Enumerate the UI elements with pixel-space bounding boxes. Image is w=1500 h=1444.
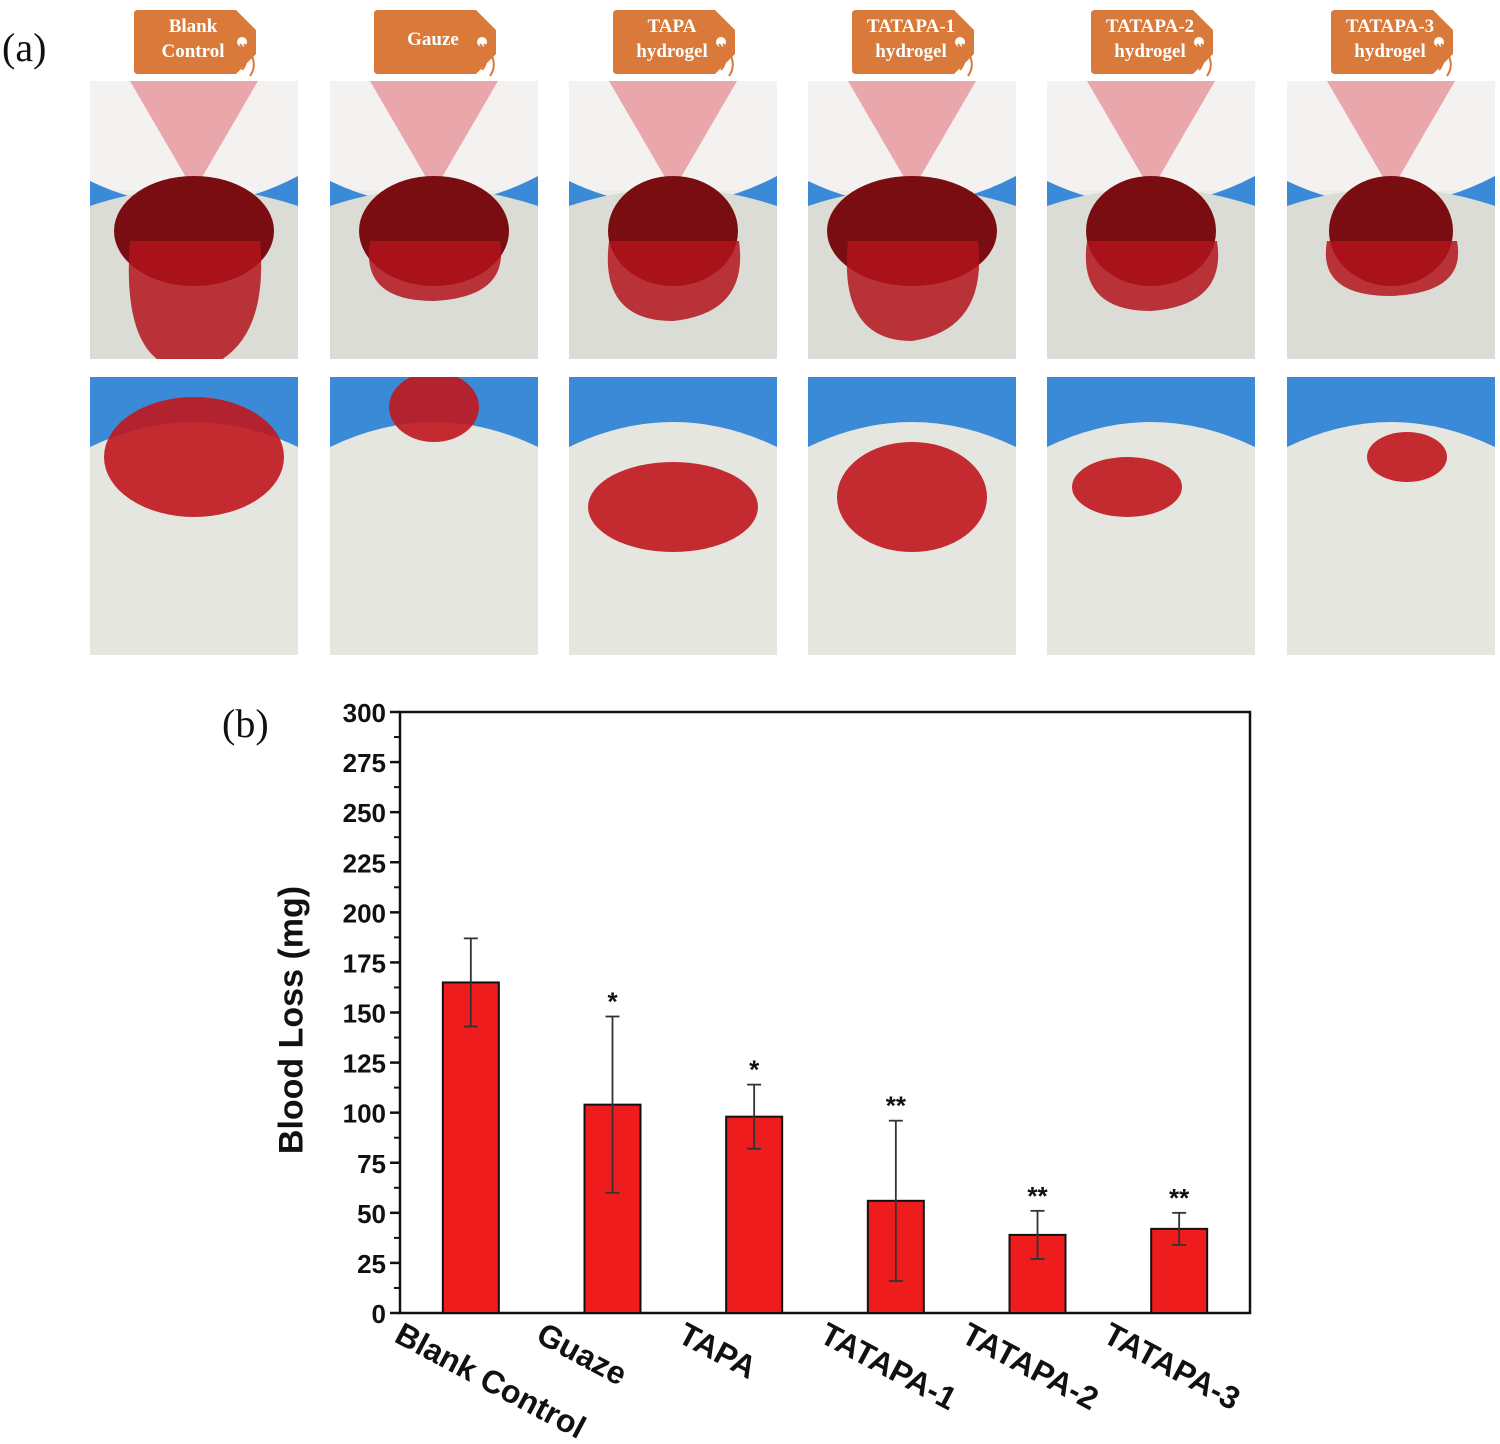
y-tick-label: 200 [343,898,386,928]
tag-line-1: Blank [168,16,218,37]
liver-photo [569,81,777,359]
x-tick-label: Guaze [531,1315,633,1392]
plot-frame [398,710,1252,1315]
y-tick-label: 100 [343,1099,386,1129]
y-tick-label: 225 [343,848,386,878]
tag-line-1: TATAPA-3 [1345,16,1435,37]
tag-shape [374,10,496,77]
panel-a-label: (a) [2,25,47,70]
y-tick-label: 125 [343,1049,386,1079]
group-tag: TATAPA-2 hydrogel [1089,8,1229,78]
y-tick-label: 175 [343,948,386,978]
x-tick-label: TATAPA-3 [1098,1315,1246,1417]
tag-line-2: hydrogel [636,41,708,62]
tag-line-2: hydrogel [1114,41,1186,62]
liver-photo [1287,81,1495,359]
tag-line-1: TATAPA-2 [1105,16,1195,37]
significance-marker: ** [1169,1183,1190,1213]
significance-marker: ** [1027,1181,1048,1211]
group-tag: Blank Control [132,8,272,78]
tag-line-1: Gauze [407,29,459,50]
significance-marker: ** [886,1091,907,1121]
tag-line-2: hydrogel [875,41,947,62]
x-tick-label: TATAPA-1 [815,1315,963,1417]
chart-svg: 0255075100125150175200225250275300Blank … [343,698,1252,1444]
liver-photo [808,81,1016,359]
filter-paper-photo [1287,377,1495,655]
filter-paper-photo [1047,377,1255,655]
panel-b-label: (b) [222,701,269,746]
liver-photo [1047,81,1255,359]
liver-photo [330,81,538,359]
tag-shape [1091,10,1213,77]
x-tick-label: TATAPA-2 [956,1315,1104,1417]
y-tick-label: 0 [372,1299,386,1329]
y-tick-label: 300 [343,698,386,728]
tag-shape [613,10,735,77]
y-tick-label: 50 [357,1199,386,1229]
y-axis-label: Blood Loss (mg) [272,885,311,1155]
y-tick-label: 250 [343,798,386,828]
group-tag: TATAPA-1 hydrogel [850,8,990,78]
significance-marker: * [749,1055,760,1085]
significance-marker: * [607,987,618,1017]
y-tick-label: 275 [343,748,386,778]
tag-line-2: Control [161,41,225,62]
group-tag: TATAPA-3 hydrogel [1329,8,1469,78]
x-tick-label: TAPA [673,1315,763,1385]
tag-line-1: TATAPA-1 [866,16,956,37]
tag-shape [1331,10,1453,77]
filter-paper-photo [569,377,777,655]
y-tick-label: 25 [357,1249,386,1279]
filter-paper-photo [330,377,538,655]
group-tag: TAPA hydrogel [611,8,751,78]
y-tick-label: 75 [357,1149,386,1179]
y-tick-label: 150 [343,999,386,1029]
tag-line-2: hydrogel [1354,41,1426,62]
bar [441,981,500,1314]
tag-shape [852,10,974,77]
tag-shape [134,10,256,77]
group-tag: Gauze [372,8,512,78]
blood-loss-chart: 0 25 50 75 100 125 150 175 200 225 250 275 300 Blank … [0,680,1500,1444]
filter-paper-photo [90,377,298,655]
liver-photo [90,81,298,359]
filter-paper-photo [808,377,1016,655]
tag-line-1: TAPA [647,16,697,37]
